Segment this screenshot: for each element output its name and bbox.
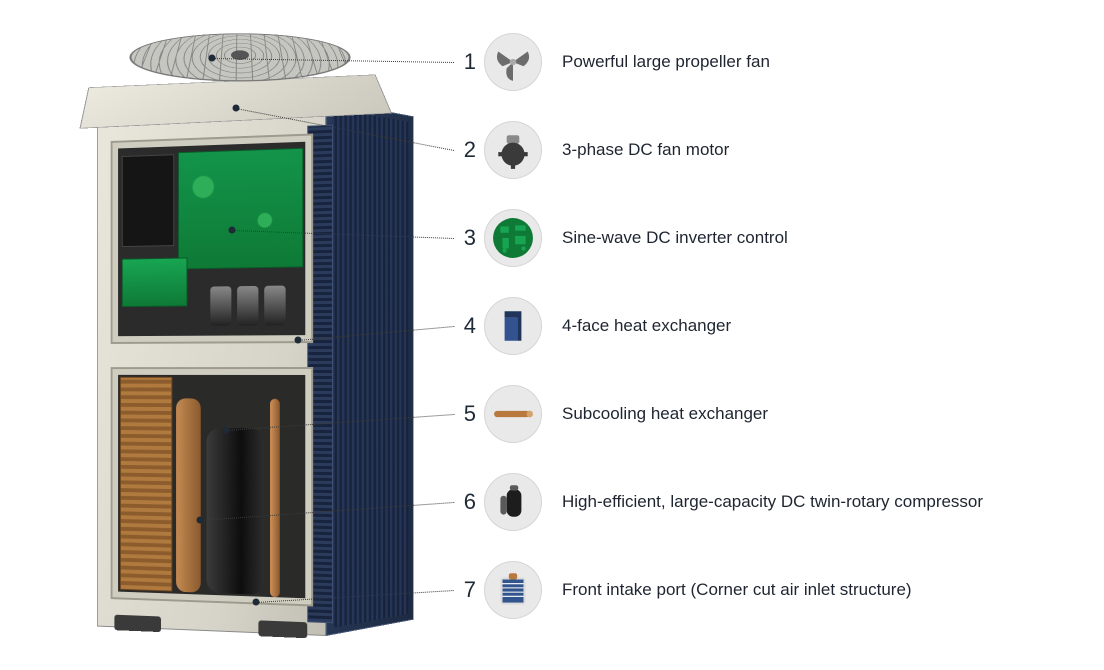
callout-badge-icon: [484, 473, 542, 531]
leader-dot-5: [223, 427, 230, 434]
compressor: [206, 428, 264, 595]
compressor-compartment: [111, 367, 313, 607]
callout-row-2: 2 3-phase DC fan motor: [454, 106, 1094, 194]
subcool-heat-exchanger: [120, 377, 172, 592]
callout-badge-icon: [484, 33, 542, 91]
side-heat-exchanger-panel: [326, 100, 414, 636]
leader-dot-6: [197, 517, 204, 524]
callout-list: 1 Powerful large propeller fan 2 3-phase…: [454, 18, 1094, 634]
callout-number: 3: [454, 225, 476, 251]
leader-dot-3: [229, 227, 236, 234]
callout-badge-icon: [484, 561, 542, 619]
callout-row-7: 7 Front intake port (Corner cut air inle…: [454, 546, 1094, 634]
callout-number: 4: [454, 313, 476, 339]
callout-row-6: 6 High-efficient, large-capacity DC twin…: [454, 458, 1094, 546]
leader-dot-7: [253, 599, 260, 606]
leader-dot-4: [295, 337, 302, 344]
base-foot-left: [114, 615, 161, 632]
callout-row-5: 5 Subcooling heat exchanger: [454, 370, 1094, 458]
accumulator-pipe: [176, 398, 201, 592]
base-foot-right: [258, 620, 307, 638]
leader-dot-2: [233, 105, 240, 112]
terminal-block: [122, 154, 174, 247]
callout-number: 6: [454, 489, 476, 515]
diagram-stage: 1 Powerful large propeller fan 2 3-phase…: [0, 0, 1104, 670]
callout-label: Powerful large propeller fan: [562, 52, 770, 72]
aux-pcb: [122, 258, 188, 308]
callout-badge-icon: [484, 385, 542, 443]
callout-number: 5: [454, 401, 476, 427]
callout-row-4: 4 4-face heat exchanger: [454, 282, 1094, 370]
callout-label: Front intake port (Corner cut air inlet …: [562, 580, 912, 600]
unit-front-casing: [97, 106, 326, 636]
callout-number: 7: [454, 577, 476, 603]
discharge-pipe: [270, 399, 280, 598]
callout-badge-icon: [484, 121, 542, 179]
electronics-compartment: [111, 133, 313, 343]
fan-grille: [118, 33, 363, 81]
callout-number: 1: [454, 49, 476, 75]
inverter-pcb-icon: [178, 148, 303, 270]
callout-label: Subcooling heat exchanger: [562, 404, 768, 424]
callout-row-3: 3 Sine-wave DC inverter control: [454, 194, 1094, 282]
leader-dot-1: [209, 55, 216, 62]
capacitor-bank: [210, 285, 307, 331]
callout-badge-icon: [484, 209, 542, 267]
callout-row-1: 1 Powerful large propeller fan: [454, 18, 1094, 106]
callout-badge-icon: [484, 297, 542, 355]
callout-label: 4-face heat exchanger: [562, 316, 731, 336]
callout-label: Sine-wave DC inverter control: [562, 228, 788, 248]
callout-label: High-efficient, large-capacity DC twin-r…: [562, 492, 983, 512]
callout-label: 3-phase DC fan motor: [562, 140, 729, 160]
callout-number: 2: [454, 137, 476, 163]
